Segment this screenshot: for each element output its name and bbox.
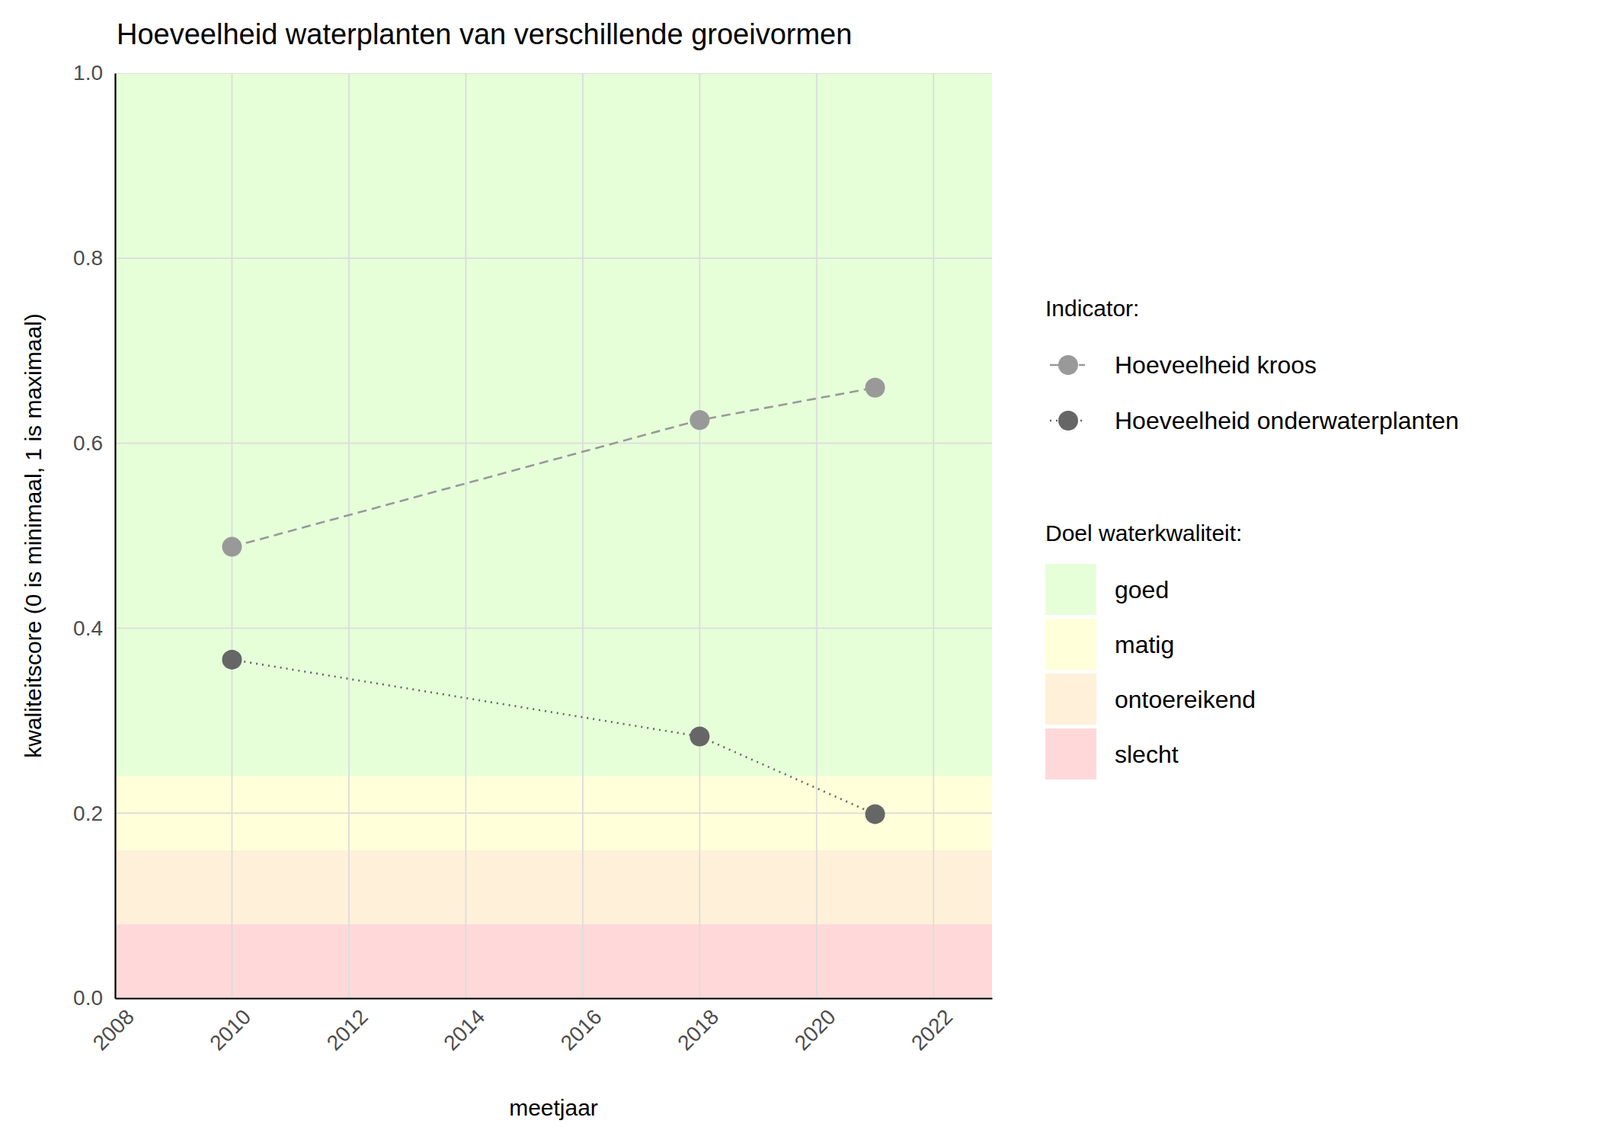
legend-key-point (1058, 410, 1079, 431)
legend-title: Doel waterkwaliteit: (1045, 520, 1242, 546)
legend-label: slecht (1114, 740, 1179, 768)
y-axis-title: kwaliteitscore (0 is minimaal, 1 is maxi… (20, 313, 46, 758)
series-point (689, 726, 710, 746)
y-axis: 0.0 0.2 0.4 0.6 0.8 1.0 (73, 60, 116, 1010)
legend-label: goed (1114, 576, 1169, 604)
tick: 2022 (906, 998, 957, 1055)
legend-key-band (1045, 563, 1097, 615)
grid-line (115, 812, 992, 814)
legend-key-band (1045, 728, 1097, 780)
tick-label: 0.2 (73, 801, 103, 826)
quality-band (115, 776, 992, 851)
grid-line (932, 73, 935, 999)
series-point (865, 803, 886, 824)
quality-band (115, 924, 992, 999)
x-axis-title: meetjaar (508, 1094, 599, 1120)
tick: 2010 (204, 998, 256, 1055)
tick-label: 2016 (556, 1004, 607, 1055)
grid-line (115, 73, 992, 74)
series-point (865, 377, 886, 398)
tick: 2014 (438, 998, 490, 1055)
series-point (221, 537, 242, 557)
tick: 2020 (790, 998, 841, 1055)
tick: 0.2 (73, 801, 116, 826)
x-axis: 2008 2010 2012 2014 2016 2018 2020 2022 (88, 998, 993, 1055)
grid-line (816, 73, 818, 999)
grid-line (115, 442, 992, 445)
tick: 1.0 (73, 60, 116, 85)
legend-title: Indicator: (1045, 295, 1140, 321)
legend-label: ontoereikend (1114, 685, 1256, 714)
tick: 0.6 (73, 431, 116, 455)
grid-line (115, 997, 992, 999)
tick: 0.8 (73, 246, 116, 270)
tick: 2016 (556, 998, 607, 1055)
legend-label: matig (1114, 630, 1175, 659)
legend-key-band (1045, 673, 1097, 725)
tick-label: 2022 (906, 1004, 957, 1055)
legend-key-point (1058, 355, 1079, 375)
grid-line (698, 73, 701, 999)
series-point (221, 649, 242, 670)
grid-line (348, 73, 350, 999)
series-point (689, 409, 710, 430)
tick: 0.0 (73, 985, 116, 1010)
legend-key-band (1045, 618, 1097, 670)
tick: 0.4 (73, 616, 116, 640)
tick-label: 2008 (88, 1004, 139, 1055)
legend-label: Hoeveelheid onderwaterplanten (1114, 406, 1460, 435)
tick-label: 1.0 (73, 60, 103, 85)
tick-label: 0.0 (73, 985, 103, 1010)
quality-band (115, 850, 992, 925)
tick-label: 2010 (204, 1004, 256, 1055)
grid-line (115, 627, 992, 630)
tick-label: 0.8 (73, 246, 103, 270)
tick-label: 2012 (322, 1004, 373, 1055)
series-line (231, 659, 875, 815)
grid-line (115, 257, 992, 260)
tick: 2018 (672, 998, 724, 1055)
tick: 2012 (322, 998, 373, 1055)
tick-label: 2020 (790, 1004, 841, 1055)
grid-line (465, 73, 468, 999)
grid-line (582, 73, 584, 999)
tick-label: 0.4 (73, 616, 103, 640)
tick-label: 2018 (672, 1004, 724, 1055)
axis-line (115, 997, 993, 999)
quality-band (115, 73, 992, 777)
legend-label: Hoeveelheid kroos (1114, 351, 1317, 379)
chart-title: Hoeveelheid waterplanten van verschillen… (116, 18, 852, 51)
legend: Indicator: Hoeveelheid kroos Hoeveelheid o… (1045, 295, 1460, 780)
axis-line (114, 73, 116, 999)
plot-area (115, 73, 992, 999)
series-line (231, 387, 875, 548)
chart: 200820102012201420162018202020220.00.20.… (0, 0, 1600, 1143)
tick-label: 2014 (438, 1004, 490, 1055)
tick-label: 0.6 (73, 431, 103, 455)
grid-line (115, 73, 116, 999)
grid-line (231, 73, 234, 999)
